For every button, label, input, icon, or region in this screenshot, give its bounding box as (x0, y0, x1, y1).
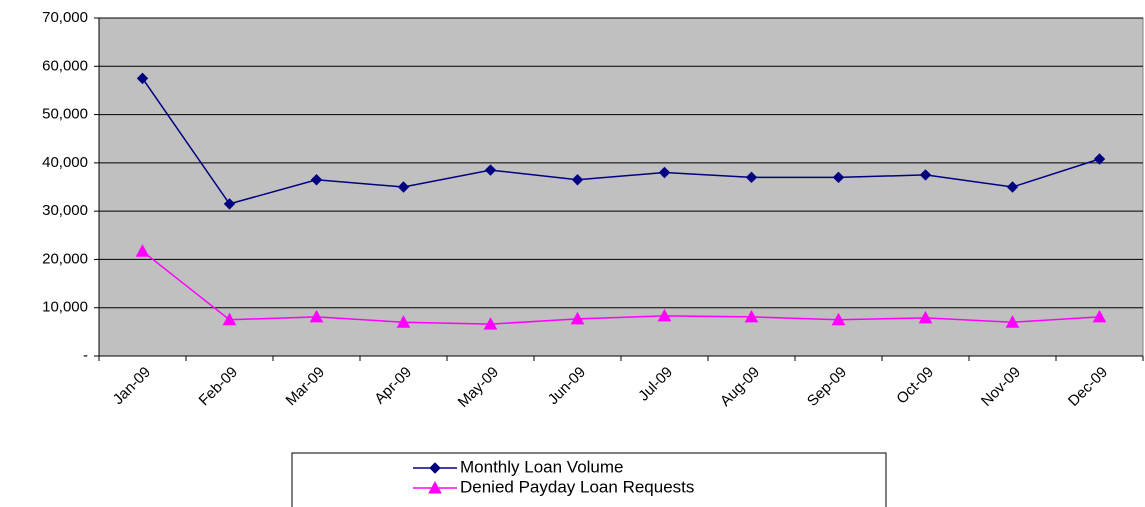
data-point (744, 309, 759, 323)
data-point (309, 309, 324, 323)
data-point (1006, 181, 1019, 193)
x-tick-label: Aug-09 (717, 364, 763, 410)
y-tick-label: 50,000 (42, 106, 88, 123)
data-point (397, 181, 410, 193)
data-point (1092, 309, 1107, 323)
y-tick-label: - (83, 347, 88, 364)
data-point (484, 164, 497, 176)
data-point (832, 171, 845, 184)
legend-box (291, 452, 887, 507)
x-tick-label: Oct-09 (893, 364, 937, 408)
data-point (570, 311, 585, 325)
data-point (483, 317, 498, 330)
series-line (141, 77, 1100, 205)
data-point (831, 312, 846, 326)
x-tick-label: Sep-09 (804, 364, 850, 410)
data-point (1005, 315, 1020, 328)
data-point (136, 72, 149, 85)
y-tick-label: 40,000 (42, 154, 88, 171)
x-tick-label: Jan-09 (110, 364, 154, 408)
x-tick-label: Dec-09 (1065, 364, 1111, 410)
data-point (919, 169, 932, 181)
data-point (657, 308, 672, 322)
legend-marker (429, 462, 441, 474)
legend-marker (428, 480, 442, 494)
plot-area (98, 17, 1144, 357)
data-point (396, 315, 411, 328)
legend-label: Denied Payday Loan Requests (460, 477, 694, 496)
x-tick-label: Apr-09 (371, 364, 415, 408)
series-line (142, 250, 1100, 325)
data-point (745, 171, 758, 184)
y-tick-label: 30,000 (42, 202, 88, 219)
x-tick-label: Feb-09 (196, 364, 242, 410)
x-tick-label: Mar-09 (283, 364, 329, 410)
data-point (222, 312, 237, 326)
y-tick-label: 20,000 (42, 250, 88, 267)
data-point (135, 244, 150, 257)
legend-label: Monthly Loan Volume (460, 457, 624, 476)
data-point (658, 166, 671, 179)
data-point (223, 198, 236, 210)
x-tick-label: Jun-09 (545, 364, 589, 408)
x-tick-label: Jul-09 (635, 364, 676, 405)
y-tick-label: 10,000 (42, 299, 88, 316)
x-tick-label: Nov-09 (978, 364, 1024, 410)
data-point (1093, 153, 1106, 165)
y-tick-label: 70,000 (42, 9, 88, 26)
y-tick-label: 60,000 (42, 57, 88, 74)
data-point (571, 174, 584, 186)
data-point (310, 174, 323, 186)
x-tick-label: May-09 (455, 364, 502, 411)
data-point (918, 310, 933, 324)
